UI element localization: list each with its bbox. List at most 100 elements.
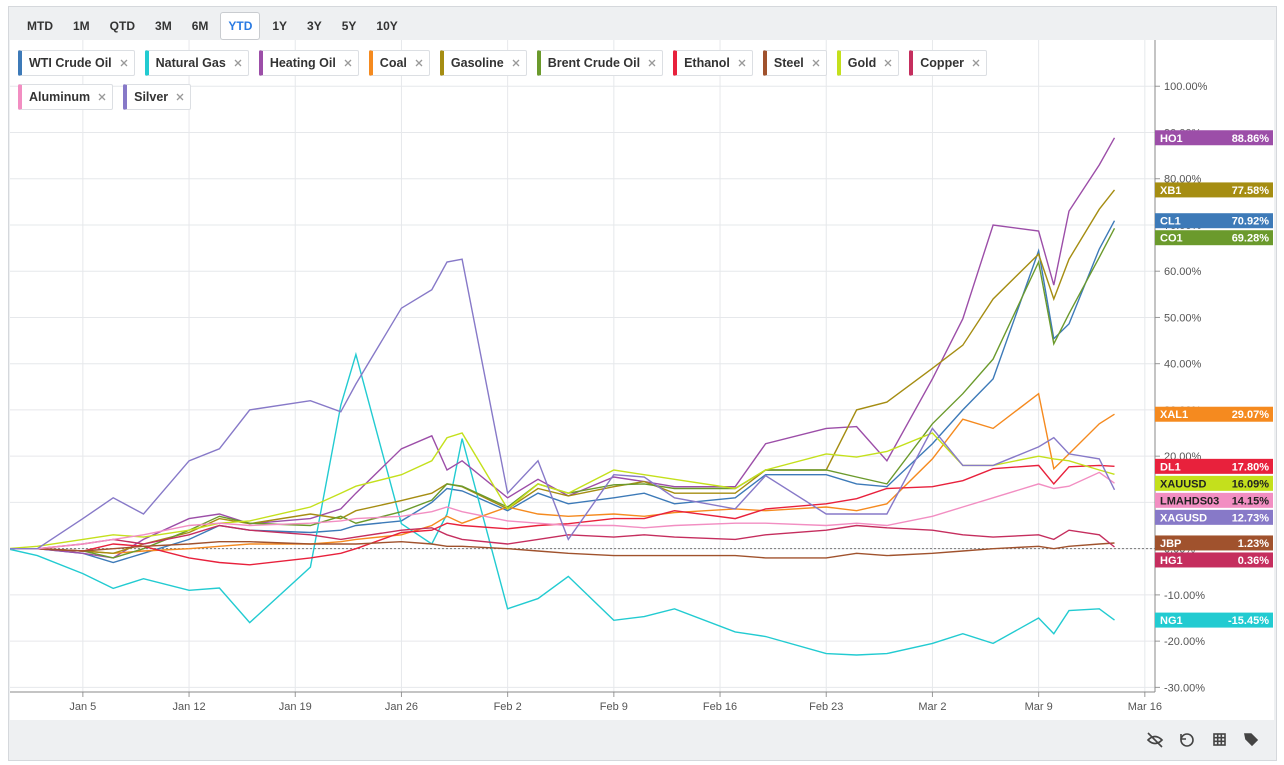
remove-icon[interactable]	[512, 59, 520, 67]
value-badge	[1155, 535, 1273, 551]
value-badge	[1155, 552, 1273, 568]
badge-ticker: DL1	[1160, 461, 1181, 473]
y-tick-label: -30.00%	[1164, 682, 1205, 694]
value-badge	[1155, 612, 1273, 628]
badge-ticker: XAGUSD	[1160, 512, 1207, 524]
badge-value: 69.28%	[1232, 233, 1270, 245]
legend-label: Aluminum	[29, 90, 91, 104]
badge-value: 88.86%	[1232, 133, 1270, 145]
range-button[interactable]: 5Y	[341, 19, 357, 33]
badge-ticker: HG1	[1160, 555, 1183, 567]
series-line	[10, 471, 1115, 550]
legend-item[interactable]: Heating Oil	[258, 50, 359, 76]
legend: WTI Crude Oil Natural Gas Heating Oil Coal G…	[18, 50, 1058, 110]
value-badge	[1155, 213, 1273, 229]
badge-ticker: HO1	[1160, 133, 1183, 145]
legend-item[interactable]: Brent Crude Oil	[536, 50, 664, 76]
remove-icon[interactable]	[812, 59, 820, 67]
legend-item[interactable]: Coal	[368, 50, 430, 76]
range-button[interactable]: 1Y	[272, 19, 288, 33]
x-tick-label: Jan 19	[279, 701, 312, 713]
x-tick-label: Jan 5	[69, 701, 96, 713]
legend-label: Steel	[773, 56, 804, 70]
x-tick-label: Feb 16	[703, 701, 737, 713]
x-tick-label: Feb 9	[600, 701, 628, 713]
legend-item[interactable]: Copper	[909, 50, 988, 76]
range-button[interactable]: 1M	[73, 19, 90, 33]
badge-value: 12.73%	[1232, 512, 1270, 524]
remove-icon[interactable]	[234, 59, 242, 67]
range-button[interactable]: QTD	[109, 19, 136, 33]
legend-label: Copper	[920, 56, 965, 70]
legend-item[interactable]: Gold	[836, 50, 900, 76]
legend-label: WTI Crude Oil	[29, 56, 112, 70]
badge-ticker: XAL1	[1160, 409, 1188, 421]
range-button[interactable]: YTD	[220, 12, 261, 40]
value-badge	[1155, 492, 1273, 508]
remove-icon[interactable]	[972, 59, 980, 67]
remove-icon[interactable]	[176, 93, 184, 101]
plot-background	[10, 40, 1274, 720]
x-tick-label: Mar 2	[918, 701, 946, 713]
legend-item[interactable]: Ethanol	[673, 50, 753, 76]
series-line	[10, 540, 1115, 559]
chart: -30.00%-20.00%-10.00%0.00%10.00%20.00%30…	[10, 40, 1274, 720]
remove-icon[interactable]	[415, 59, 423, 67]
table-icon[interactable]	[1213, 733, 1226, 746]
remove-icon[interactable]	[344, 59, 352, 67]
remove-icon[interactable]	[120, 59, 128, 67]
reset-icon[interactable]	[1180, 733, 1194, 747]
label-icon[interactable]	[1244, 733, 1259, 747]
range-button[interactable]: 3Y	[307, 19, 322, 33]
badge-ticker: LMAHDS03	[1160, 495, 1219, 507]
badge-value: 17.80%	[1232, 461, 1270, 473]
range-button[interactable]: 6M	[191, 19, 209, 33]
legend-label: Gold	[847, 56, 877, 70]
y-tick-label: -20.00%	[1164, 636, 1205, 648]
legend-label: Heating Oil	[269, 56, 336, 70]
value-badge	[1155, 130, 1273, 146]
range-button[interactable]: MTD	[27, 19, 53, 33]
legend-label: Natural Gas	[155, 56, 226, 70]
badge-value: 14.15%	[1232, 495, 1270, 507]
value-badge	[1155, 509, 1273, 525]
y-tick-label: 40.00%	[1164, 359, 1202, 371]
remove-icon[interactable]	[884, 59, 892, 67]
legend-item[interactable]: Aluminum	[18, 84, 114, 110]
value-badge	[1155, 458, 1273, 474]
series-line	[10, 137, 1116, 559]
remove-icon[interactable]	[738, 59, 746, 67]
value-badge	[1155, 406, 1273, 422]
series-line	[10, 392, 1115, 555]
value-badge	[1155, 475, 1273, 491]
series-line	[10, 351, 1115, 656]
x-tick-label: Jan 12	[173, 701, 206, 713]
legend-item[interactable]: Natural Gas	[144, 50, 249, 76]
badge-ticker: XAUUSD	[1160, 478, 1207, 490]
legend-item[interactable]: Steel	[762, 50, 827, 76]
badge-value: 0.36%	[1238, 555, 1269, 567]
x-tick-label: Mar 16	[1128, 701, 1162, 713]
remove-icon[interactable]	[98, 93, 106, 101]
range-button[interactable]: 3M	[155, 19, 172, 33]
badge-value: 16.09%	[1232, 478, 1270, 490]
hide-icon[interactable]	[1146, 732, 1164, 748]
value-badge	[1155, 230, 1273, 246]
legend-label: Ethanol	[684, 56, 730, 70]
legend-label: Coal	[379, 56, 407, 70]
legend-label: Gasoline	[450, 56, 504, 70]
legend-item[interactable]: Gasoline	[439, 50, 527, 76]
x-tick-label: Mar 9	[1025, 701, 1053, 713]
badge-value: 29.07%	[1232, 409, 1270, 421]
y-tick-label: 100.00%	[1164, 81, 1208, 93]
legend-item[interactable]: Silver	[123, 84, 192, 110]
range-button[interactable]: 10Y	[376, 19, 398, 33]
legend-label: Silver	[134, 90, 169, 104]
remove-icon[interactable]	[648, 59, 656, 67]
badge-value: 1.23%	[1238, 538, 1269, 550]
y-tick-label: 60.00%	[1164, 266, 1202, 278]
legend-item[interactable]: WTI Crude Oil	[18, 50, 135, 76]
badge-ticker: NG1	[1160, 615, 1183, 627]
badge-ticker: CO1	[1160, 233, 1183, 245]
